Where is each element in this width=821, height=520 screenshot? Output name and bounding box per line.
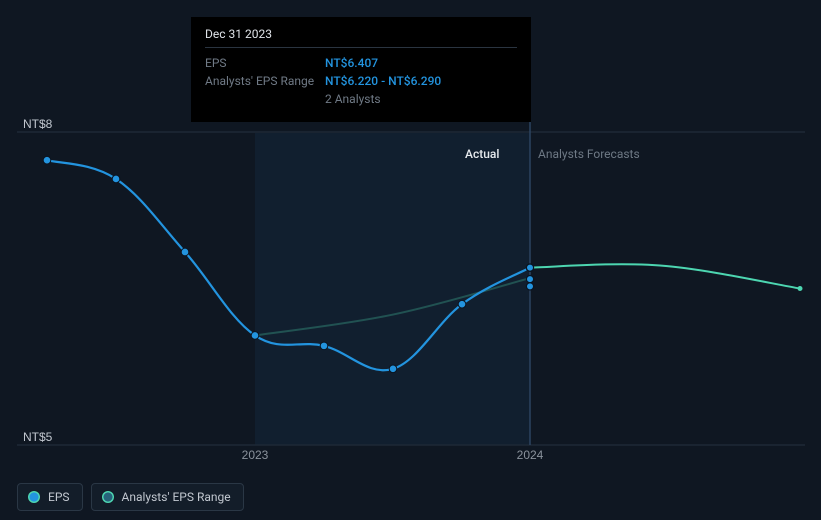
legend-label-eps: EPS <box>48 490 70 504</box>
svg-text:2023: 2023 <box>242 448 269 462</box>
tooltip-range-value: NT$6.220 - NT$6.290 <box>325 72 517 90</box>
chart-tooltip: Dec 31 2023 EPS NT$6.407 Analysts' EPS R… <box>191 17 531 122</box>
region-label-actual: Actual <box>465 147 499 161</box>
legend-swatch-eps <box>28 491 40 503</box>
chart-legend: EPS Analysts' EPS Range <box>17 483 244 511</box>
tooltip-date: Dec 31 2023 <box>205 27 517 48</box>
region-label-forecast: Analysts Forecasts <box>538 147 640 161</box>
tooltip-range-label: Analysts' EPS Range <box>205 72 325 90</box>
legend-label-range: Analysts' EPS Range <box>122 490 231 504</box>
legend-item-eps[interactable]: EPS <box>17 483 83 511</box>
tooltip-table: EPS NT$6.407 Analysts' EPS Range NT$6.22… <box>205 54 517 108</box>
chart-container: { "tooltip": { "date": "Dec 31 2023", "r… <box>0 0 821 520</box>
svg-text:NT$5: NT$5 <box>23 430 53 444</box>
legend-item-range[interactable]: Analysts' EPS Range <box>91 483 244 511</box>
svg-text:2024: 2024 <box>517 448 544 462</box>
legend-swatch-range <box>102 491 114 503</box>
tooltip-eps-value: NT$6.407 <box>325 54 517 72</box>
tooltip-analyst-count: 2 Analysts <box>325 90 517 108</box>
svg-text:NT$8: NT$8 <box>23 117 53 131</box>
tooltip-eps-label: EPS <box>205 54 325 72</box>
